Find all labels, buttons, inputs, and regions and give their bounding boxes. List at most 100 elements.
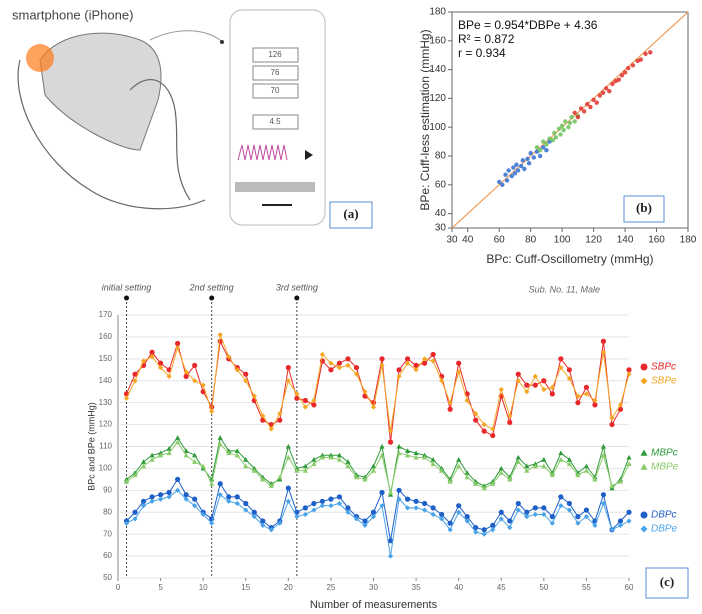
scatter-point bbox=[563, 119, 567, 123]
marker bbox=[396, 367, 401, 372]
marker bbox=[584, 385, 589, 390]
scatter-point bbox=[505, 178, 509, 182]
marker bbox=[260, 413, 265, 418]
marker bbox=[558, 503, 563, 508]
panel-label: (c) bbox=[660, 574, 674, 589]
y-tick-label: 40 bbox=[435, 208, 447, 219]
y-tick-label: 170 bbox=[99, 310, 113, 319]
marker bbox=[192, 453, 197, 458]
x-tick-label: 30 bbox=[446, 235, 458, 246]
marker bbox=[641, 464, 648, 470]
scatter-point bbox=[544, 142, 548, 146]
y-axis-label: BPc and BPe (mmHg) bbox=[86, 402, 96, 491]
marker bbox=[641, 378, 648, 385]
marker bbox=[499, 510, 504, 515]
y-tick-label: 130 bbox=[99, 398, 113, 407]
scatter-point bbox=[503, 173, 507, 177]
marker bbox=[431, 505, 436, 510]
legend-label: SBPc bbox=[651, 362, 676, 373]
legend-label: DBPc bbox=[651, 510, 677, 521]
x-tick-label: 50 bbox=[539, 583, 548, 592]
legend-label: MBPc bbox=[651, 448, 678, 459]
marker bbox=[405, 448, 410, 453]
marker bbox=[149, 499, 154, 504]
connector bbox=[150, 31, 222, 42]
x-tick-label: 180 bbox=[680, 235, 697, 246]
scatter-point bbox=[554, 135, 558, 139]
marker bbox=[413, 505, 418, 510]
marker bbox=[192, 363, 197, 368]
marker bbox=[558, 450, 563, 455]
marker bbox=[303, 505, 308, 510]
marker bbox=[294, 514, 299, 519]
x-tick-label: 45 bbox=[497, 583, 506, 592]
marker bbox=[473, 418, 478, 423]
marker bbox=[132, 516, 137, 521]
marker bbox=[132, 510, 137, 515]
marker bbox=[626, 455, 631, 460]
y-axis-label: BPe: Cuff-less estimation (mmHg) bbox=[418, 29, 432, 210]
y-tick-label: 120 bbox=[99, 420, 113, 429]
marker bbox=[516, 455, 521, 460]
marker bbox=[431, 457, 436, 462]
camera-light bbox=[26, 44, 54, 72]
marker bbox=[388, 440, 393, 445]
y-tick-label: 60 bbox=[103, 551, 112, 560]
marker bbox=[431, 352, 436, 357]
scatter-point bbox=[525, 157, 529, 161]
x-axis-label: BPc: Cuff-Oscillometry (mmHg) bbox=[486, 252, 653, 266]
x-axis-label: Number of measurements bbox=[310, 599, 438, 611]
marker bbox=[311, 457, 316, 462]
x-tick-label: 25 bbox=[326, 583, 335, 592]
marker bbox=[533, 383, 538, 388]
marker bbox=[641, 512, 648, 519]
marker bbox=[422, 501, 427, 506]
marker bbox=[641, 526, 648, 533]
marker bbox=[303, 398, 308, 403]
y-tick-label: 180 bbox=[429, 7, 446, 18]
figure: smartphone (iPhone) 126 76 70 4.5 (a) 30… bbox=[0, 0, 702, 614]
marker bbox=[286, 486, 291, 491]
marker bbox=[218, 442, 223, 447]
marker bbox=[345, 356, 350, 361]
scatter-point bbox=[527, 161, 531, 165]
marker bbox=[396, 450, 401, 455]
marker bbox=[277, 475, 282, 480]
scatter-point bbox=[582, 109, 586, 113]
x-tick-label: 160 bbox=[648, 235, 665, 246]
marker bbox=[405, 497, 410, 502]
scatter-point bbox=[532, 155, 536, 159]
marker bbox=[337, 494, 342, 499]
marker bbox=[641, 450, 648, 456]
scatter-point bbox=[560, 124, 564, 128]
y-tick-label: 100 bbox=[99, 464, 113, 473]
scatter-point bbox=[522, 167, 526, 171]
y-tick-label: 50 bbox=[103, 573, 112, 582]
marker bbox=[575, 514, 580, 519]
marker bbox=[575, 400, 580, 405]
y-tick-label: 80 bbox=[435, 151, 447, 162]
marker bbox=[269, 426, 274, 431]
marker bbox=[124, 396, 129, 401]
marker bbox=[558, 356, 563, 361]
reading: 126 bbox=[268, 50, 282, 59]
legend-label: MBPe bbox=[651, 462, 679, 473]
marker bbox=[482, 429, 487, 434]
x-tick-label: 140 bbox=[617, 235, 634, 246]
marker bbox=[541, 457, 546, 462]
y-tick-label: 60 bbox=[435, 179, 447, 190]
marker bbox=[328, 503, 333, 508]
marker bbox=[277, 418, 282, 423]
scatter-point bbox=[576, 115, 580, 119]
marker bbox=[482, 532, 487, 537]
marker bbox=[328, 367, 333, 372]
x-tick-label: 30 bbox=[369, 583, 378, 592]
marker bbox=[413, 499, 418, 504]
y-tick-label: 80 bbox=[103, 507, 112, 516]
x-tick-label: 100 bbox=[554, 235, 571, 246]
marker bbox=[218, 481, 223, 486]
marker bbox=[584, 464, 589, 469]
phone-back bbox=[40, 33, 161, 150]
legend-label: SBPe bbox=[651, 376, 677, 387]
scatter-point bbox=[639, 57, 643, 61]
